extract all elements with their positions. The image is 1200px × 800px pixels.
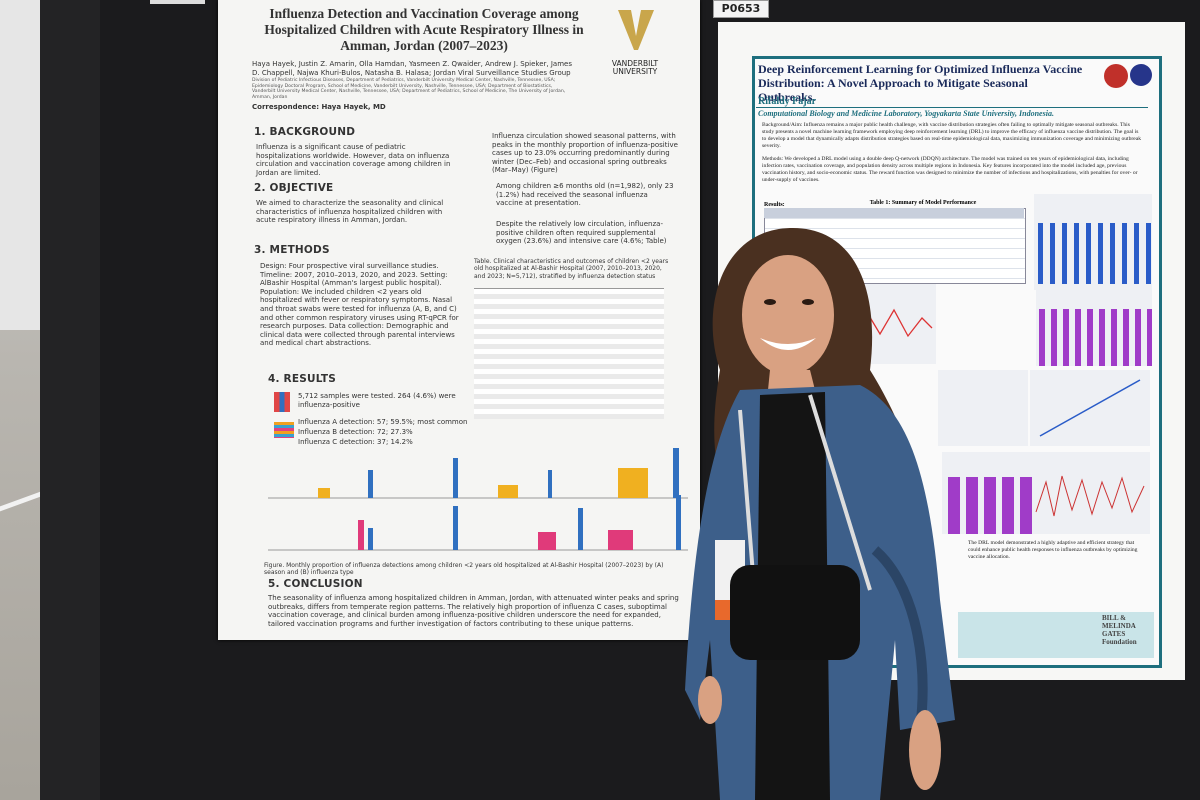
logo-v bbox=[618, 10, 654, 50]
decor bbox=[608, 530, 633, 550]
acknowledgement-band bbox=[958, 612, 1154, 658]
decor bbox=[1039, 379, 1141, 437]
results-label: Results: bbox=[764, 202, 785, 208]
paragraph: Background/Aim: Influenza remains a majo… bbox=[762, 122, 1142, 149]
right-text: Among children ≥6 months old (n=1,982), … bbox=[496, 182, 674, 208]
rule bbox=[756, 107, 1148, 108]
section-heading: 3. METHODS bbox=[254, 244, 330, 256]
logo-mark bbox=[616, 8, 656, 52]
correspondence: Correspondence: Haya Hayek, MD bbox=[252, 103, 386, 111]
decor bbox=[358, 520, 364, 550]
decor bbox=[453, 458, 458, 498]
neck bbox=[768, 370, 815, 390]
sleeve-fold bbox=[871, 546, 928, 731]
icon-tubes bbox=[274, 392, 290, 412]
decor bbox=[548, 470, 552, 498]
board-number: P0653 bbox=[713, 0, 769, 18]
decor bbox=[538, 532, 556, 550]
logo-svg bbox=[618, 10, 654, 50]
right-text: Despite the relatively low circulation, … bbox=[496, 220, 667, 246]
result-line: Influenza A detection: 57; 59.5%; most c… bbox=[298, 418, 468, 426]
wall bbox=[0, 0, 40, 330]
hand bbox=[909, 710, 941, 790]
decor bbox=[368, 470, 373, 498]
logo bbox=[1104, 64, 1128, 88]
decor bbox=[498, 485, 518, 498]
chart-thumb bbox=[1036, 284, 1152, 366]
authors: Haya Hayek, Justin Z. Amarin, Olla Hamda… bbox=[252, 60, 572, 77]
tag bbox=[150, 0, 205, 4]
line-decor bbox=[1039, 379, 1141, 437]
chart-figure bbox=[268, 448, 688, 551]
author: Rifaldy Fajar bbox=[758, 96, 817, 107]
section-heading: 2. OBJECTIVE bbox=[254, 182, 334, 194]
left-poster: Influenza Detection and Vaccination Cove… bbox=[218, 0, 700, 640]
bars-decor bbox=[368, 448, 681, 550]
section-heading: 5. CONCLUSION bbox=[268, 578, 363, 590]
section-text: Design: Four prospective viral surveilla… bbox=[260, 262, 459, 348]
decor bbox=[673, 448, 679, 498]
poster-title: Influenza Detection and Vaccination Cove… bbox=[264, 6, 584, 53]
table-title: Table 1: Summary of Model Performance bbox=[869, 200, 977, 206]
line-decor bbox=[1035, 475, 1145, 517]
smile bbox=[760, 338, 816, 350]
chart-thumb bbox=[1030, 370, 1150, 446]
chart-thumb bbox=[1034, 194, 1152, 290]
section-heading: 1. BACKGROUND bbox=[254, 126, 356, 138]
logo bbox=[1130, 64, 1152, 86]
right-text: Influenza circulation showed seasonal pa… bbox=[492, 132, 678, 175]
paragraph: Methods: We developed a DRL model using … bbox=[762, 156, 1138, 183]
section-heading: 4. RESULTS bbox=[268, 373, 336, 385]
logo-text: VANDERBILT UNIVERSITY bbox=[611, 59, 659, 76]
section-text: We aimed to characterize the seasonality… bbox=[256, 199, 444, 225]
affiliations: Division of Pediatric Infectious Disease… bbox=[252, 78, 566, 100]
bars-decor bbox=[358, 520, 633, 550]
poster-title: Deep Reinforcement Learning for Optimize… bbox=[758, 62, 1083, 104]
icon-virus bbox=[274, 422, 294, 438]
table-caption: Table. Clinical characteristics and outc… bbox=[474, 258, 669, 280]
figure-caption: Figure. Monthly proportion of influenza … bbox=[264, 562, 664, 577]
decor bbox=[453, 506, 458, 550]
decor bbox=[578, 508, 583, 550]
section-text: Influenza is a significant cause of pedi… bbox=[256, 143, 451, 177]
eye bbox=[802, 299, 814, 305]
eye bbox=[764, 299, 776, 305]
decor bbox=[618, 468, 648, 498]
table-block bbox=[474, 288, 664, 419]
affiliation: Computational Biology and Medicine Labor… bbox=[758, 109, 1054, 118]
waist-bag bbox=[730, 565, 860, 660]
chart-thumb bbox=[938, 370, 1028, 446]
section-text: The seasonality of influenza among hospi… bbox=[268, 594, 679, 628]
board-edge bbox=[40, 0, 100, 800]
person bbox=[685, 227, 955, 800]
chart-thumb bbox=[1032, 452, 1150, 534]
decor bbox=[318, 488, 330, 498]
decor bbox=[676, 495, 681, 550]
decor bbox=[368, 528, 373, 550]
decor bbox=[1035, 475, 1145, 517]
result-line: Influenza B detection: 72; 27.3% bbox=[298, 428, 413, 436]
chart-thumb bbox=[942, 452, 1032, 534]
table-header bbox=[764, 208, 1024, 218]
face bbox=[742, 255, 834, 375]
bars-decor bbox=[318, 468, 648, 498]
result-line: Influenza C detection: 37; 14.2% bbox=[298, 438, 413, 446]
funder: BILL & MELINDA GATES Foundation bbox=[1102, 614, 1137, 646]
section-text: 5,712 samples were tested. 264 (4.6%) we… bbox=[298, 392, 456, 409]
paragraph: The DRL model demonstrated a highly adap… bbox=[968, 540, 1138, 560]
hand bbox=[698, 676, 722, 724]
